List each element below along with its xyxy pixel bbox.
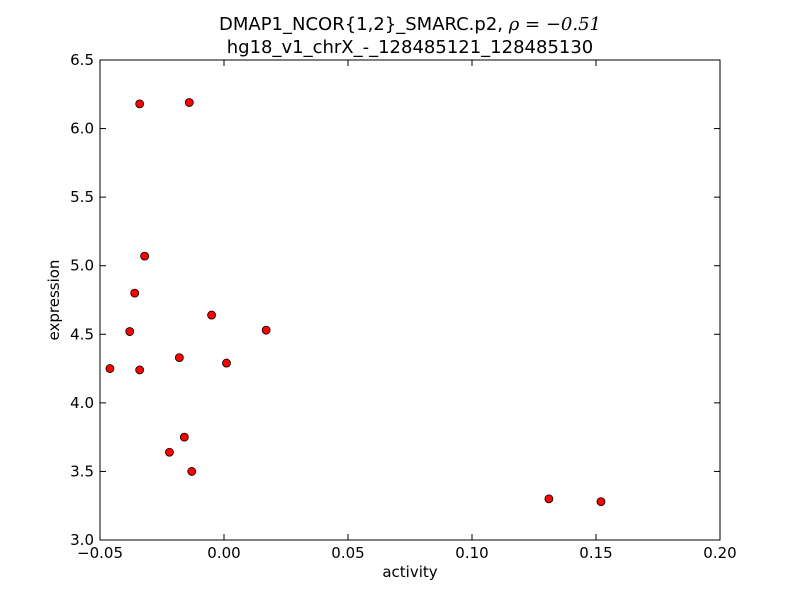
y-tick-label: 4.5 (70, 325, 94, 343)
y-tick-label: 4.0 (70, 394, 94, 412)
data-point (544, 494, 554, 504)
chart-title: DMAP1_NCOR{1,2}_SMARC.p2, ρ = −0.51 (219, 14, 601, 35)
data-point (174, 353, 184, 363)
x-tick-label: −0.05 (77, 544, 123, 562)
x-tick-label: 0.10 (455, 544, 488, 562)
data-point (135, 99, 145, 109)
plot-frame (99, 59, 721, 541)
data-point (596, 497, 606, 507)
x-tick-label: 0.20 (703, 544, 736, 562)
data-point (187, 467, 197, 476)
data-point (179, 432, 189, 442)
data-point (135, 365, 145, 375)
chart-subtitle: hg18_v1_chrX_-_128485121_128485130 (227, 37, 594, 58)
data-point (184, 98, 194, 107)
data-point (222, 358, 231, 368)
y-axis-label: expression (45, 260, 63, 341)
plot-area: −0.05 0.00 0.05 0.10 0.15 0.20 3.0 3.5 4.0 4.5 5.0… (70, 51, 737, 562)
data-point (130, 288, 140, 298)
data-point (207, 310, 217, 320)
y-tick-label: 6.5 (70, 51, 94, 69)
data-point (105, 364, 115, 373)
data-point (140, 251, 150, 261)
x-tick-label: 0.05 (331, 544, 364, 562)
data-point (261, 325, 271, 335)
x-tick-label: 0.00 (207, 544, 240, 562)
x-tick-label: 0.15 (579, 544, 612, 562)
y-tick-label: 6.0 (70, 120, 94, 138)
x-axis-label: activity (382, 563, 437, 581)
y-tick-label: 3.0 (70, 531, 94, 549)
y-tick-label: 3.5 (70, 462, 94, 480)
data-point (165, 447, 174, 457)
y-tick-label: 5.0 (70, 257, 94, 275)
data-point (125, 327, 135, 336)
y-tick-label: 5.5 (70, 188, 94, 206)
